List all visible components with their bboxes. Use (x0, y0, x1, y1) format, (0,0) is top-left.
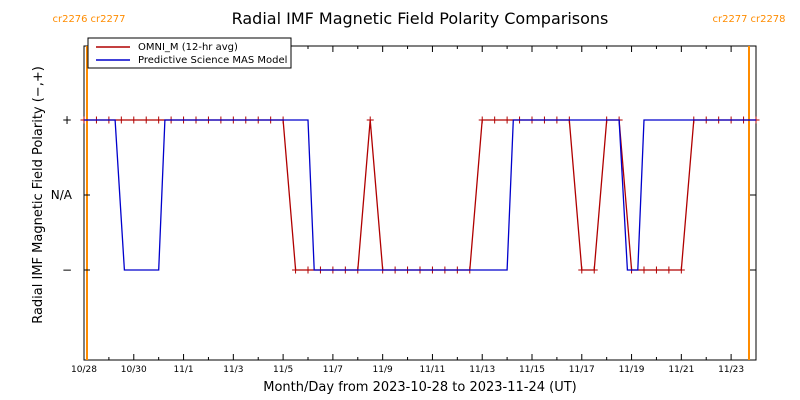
omni-data-point (142, 116, 150, 124)
x-tick-label: 11/23 (718, 365, 744, 375)
omni-data-point (304, 266, 312, 274)
legend-box (87, 37, 292, 69)
omni-data-point (590, 266, 598, 274)
legend: OMNI_M (12-hr avg) Predictive Science MA… (87, 37, 292, 69)
x-tick-label: 11/3 (223, 365, 243, 375)
omni-series-line (84, 119, 756, 271)
omni-data-point (155, 116, 163, 124)
omni-data-point (652, 266, 660, 274)
x-tick-label: 11/19 (619, 365, 645, 375)
x-tick-label: 11/5 (273, 365, 293, 375)
carrington-markers: cr2276 cr2277 cr2277 cr2278 (52, 14, 786, 360)
omni-data-point (640, 266, 648, 274)
series-layer (80, 116, 760, 274)
omni-data-point (578, 266, 586, 274)
carrington-label: cr2276 (52, 14, 87, 25)
chart-title: Radial IMF Magnetic Field Polarity Compa… (232, 9, 609, 28)
omni-data-point (478, 116, 486, 124)
x-axis-ticks: 10/28 10/30 11/1 11/3 11/5 11/7 11/9 11/11 11/13… (71, 46, 757, 375)
omni-data-point (677, 266, 685, 274)
legend-label-mas: Predictive Science MAS Model (138, 55, 287, 66)
carrington-label: cr2277 (712, 14, 747, 25)
omni-data-point (491, 116, 499, 124)
x-tick-label: 11/13 (469, 365, 495, 375)
mas-series-line (84, 119, 756, 271)
x-tick-label: 11/9 (373, 365, 393, 375)
x-tick-label: 11/15 (519, 365, 545, 375)
x-tick-label: 11/1 (173, 365, 193, 375)
y-axis-label: Radial IMF Magnetic Field Polarity (−,+) (31, 66, 46, 324)
x-tick-label: 11/21 (668, 365, 694, 375)
x-tick-label: 11/11 (419, 365, 445, 375)
carrington-label: cr2277 (90, 14, 125, 25)
omni-data-point (292, 266, 300, 274)
omni-data-point (130, 116, 138, 124)
x-tick-label: 11/7 (323, 365, 343, 375)
plot-area (83, 45, 757, 361)
omni-data-point (366, 116, 374, 124)
legend-label-omni: OMNI_M (12-hr avg) (138, 42, 238, 53)
omni-data-point (117, 116, 125, 124)
omni-data-point (503, 116, 511, 124)
y-tick-label: + (62, 113, 72, 127)
y-tick-label: N/A (51, 188, 73, 202)
omni-data-point (665, 266, 673, 274)
x-tick-label: 11/17 (569, 365, 595, 375)
y-axis-ticks: + N/A − (51, 113, 756, 277)
x-axis-label: Month/Day from 2023-10-28 to 2023-11-24 … (263, 380, 576, 395)
x-tick-label: 10/28 (71, 365, 97, 375)
y-tick-label: − (62, 263, 72, 277)
x-tick-label: 10/30 (121, 365, 147, 375)
plot-frame (83, 45, 757, 361)
carrington-label: cr2278 (750, 14, 785, 25)
